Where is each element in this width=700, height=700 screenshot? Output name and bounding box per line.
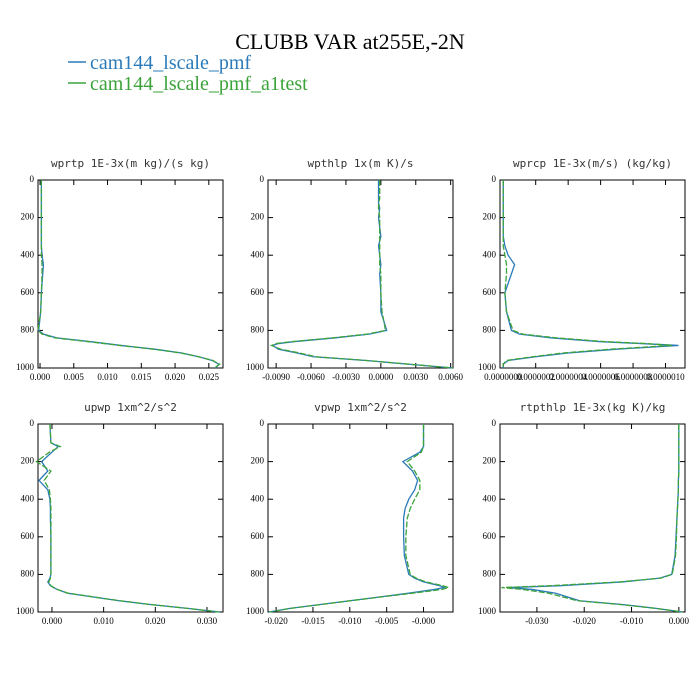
plot-frame [37,179,224,369]
x-tick-label: 0.0000010 [646,372,685,382]
y-tick-label: 400 [483,493,497,503]
y-tick-label: 600 [483,531,497,541]
x-tick-label: -0.000 [412,616,436,626]
y-tick-label: 600 [21,531,35,541]
plot-frame [37,423,224,613]
profile-line [269,180,454,369]
y-tick-label: 1000 [478,362,497,372]
x-tick-label: 0.005 [64,372,85,382]
plot-frame [499,179,686,369]
y-tick-label: 600 [251,287,265,297]
y-tick-label: 800 [483,324,497,334]
profile-line [502,180,673,368]
x-tick-label: -0.0030 [332,372,360,382]
x-tick-label: -0.010 [620,616,644,626]
y-tick-label: 600 [21,287,35,297]
x-tick-label: -0.020 [573,616,597,626]
y-tick-label: 800 [483,568,497,578]
y-tick-label: 200 [21,456,35,466]
y-tick-label: 200 [251,212,265,222]
y-tick-label: 800 [251,324,265,334]
x-tick-label: 0.0000008 [614,372,653,382]
x-tick-label: -0.0060 [297,372,325,382]
x-tick-label: 0.0000006 [581,372,620,382]
x-tick-label: 0.0000000 [484,372,523,382]
y-tick-label: 1000 [478,606,497,616]
y-tick-label: 800 [21,324,35,334]
x-tick-label: 0.020 [145,616,166,626]
x-tick-label: 0.0000004 [549,372,588,382]
x-tick-label: 0.000 [669,616,690,626]
profile-line [501,424,683,613]
legend-label: cam144_lscale_pmf_a1test [90,73,308,95]
y-tick-label: 200 [483,212,497,222]
x-tick-label: 0.010 [97,372,118,382]
x-tick-label: 0.020 [165,372,186,382]
panel-title: wprcp 1E-3x(m/s) (kg/kg) [513,157,672,170]
panel-title: wpthlp 1x(m K)/s [308,157,414,170]
y-tick-label: 0 [30,418,35,428]
x-tick-label: 0.025 [199,372,220,382]
profile-line [37,180,221,369]
y-tick-label: 0 [260,418,265,428]
figure-title: CLUBB VAR at255E,-2N [235,29,465,54]
panel-title: upwp 1xm^2/s^2 [84,401,177,414]
x-tick-label: 0.0030 [403,372,428,382]
panel-title: wprtp 1E-3x(m kg)/(s kg) [51,157,210,170]
x-tick-label: -0.015 [301,616,325,626]
x-tick-label: 0.000 [42,616,63,626]
x-tick-label: -0.020 [264,616,288,626]
y-tick-label: 0 [260,174,265,184]
y-tick-label: 1000 [16,606,35,616]
y-tick-label: 400 [251,493,265,503]
panel-title: rtpthlp 1E-3x(kg K)/kg [520,401,666,414]
x-tick-label: -0.030 [525,616,549,626]
plot-frame [267,423,454,613]
y-tick-label: 0 [492,174,497,184]
y-tick-label: 600 [483,287,497,297]
y-tick-label: 400 [483,249,497,259]
x-tick-label: 0.015 [131,372,152,382]
y-tick-label: 1000 [246,606,265,616]
y-tick-label: 800 [251,568,265,578]
x-tick-label: 0.000 [30,372,51,382]
plot-frame [267,179,454,369]
y-tick-label: 400 [21,249,35,259]
y-tick-label: 1000 [246,362,265,372]
y-tick-label: 200 [21,212,35,222]
profile-line [35,423,219,613]
x-tick-label: 0.0060 [438,372,463,382]
x-tick-label: -0.005 [375,616,399,626]
x-tick-label: 0.0000002 [517,372,555,382]
y-tick-label: 1000 [16,362,35,372]
x-tick-label: -0.010 [338,616,362,626]
x-tick-label: 0.0000 [368,372,393,382]
x-tick-label: -0.0090 [262,372,290,382]
y-tick-label: 800 [21,568,35,578]
x-tick-label: 0.030 [197,616,218,626]
plot-frame [499,423,686,613]
y-tick-label: 200 [251,456,265,466]
y-tick-label: 400 [21,493,35,503]
y-tick-label: 600 [251,531,265,541]
y-tick-label: 0 [30,174,35,184]
x-tick-label: 0.010 [94,616,115,626]
y-tick-label: 400 [251,249,265,259]
y-tick-label: 0 [492,418,497,428]
legend-label: cam144_lscale_pmf [90,52,251,74]
profile-line [269,424,451,613]
panel-title: vpwp 1xm^2/s^2 [314,401,407,414]
y-tick-label: 200 [483,456,497,466]
